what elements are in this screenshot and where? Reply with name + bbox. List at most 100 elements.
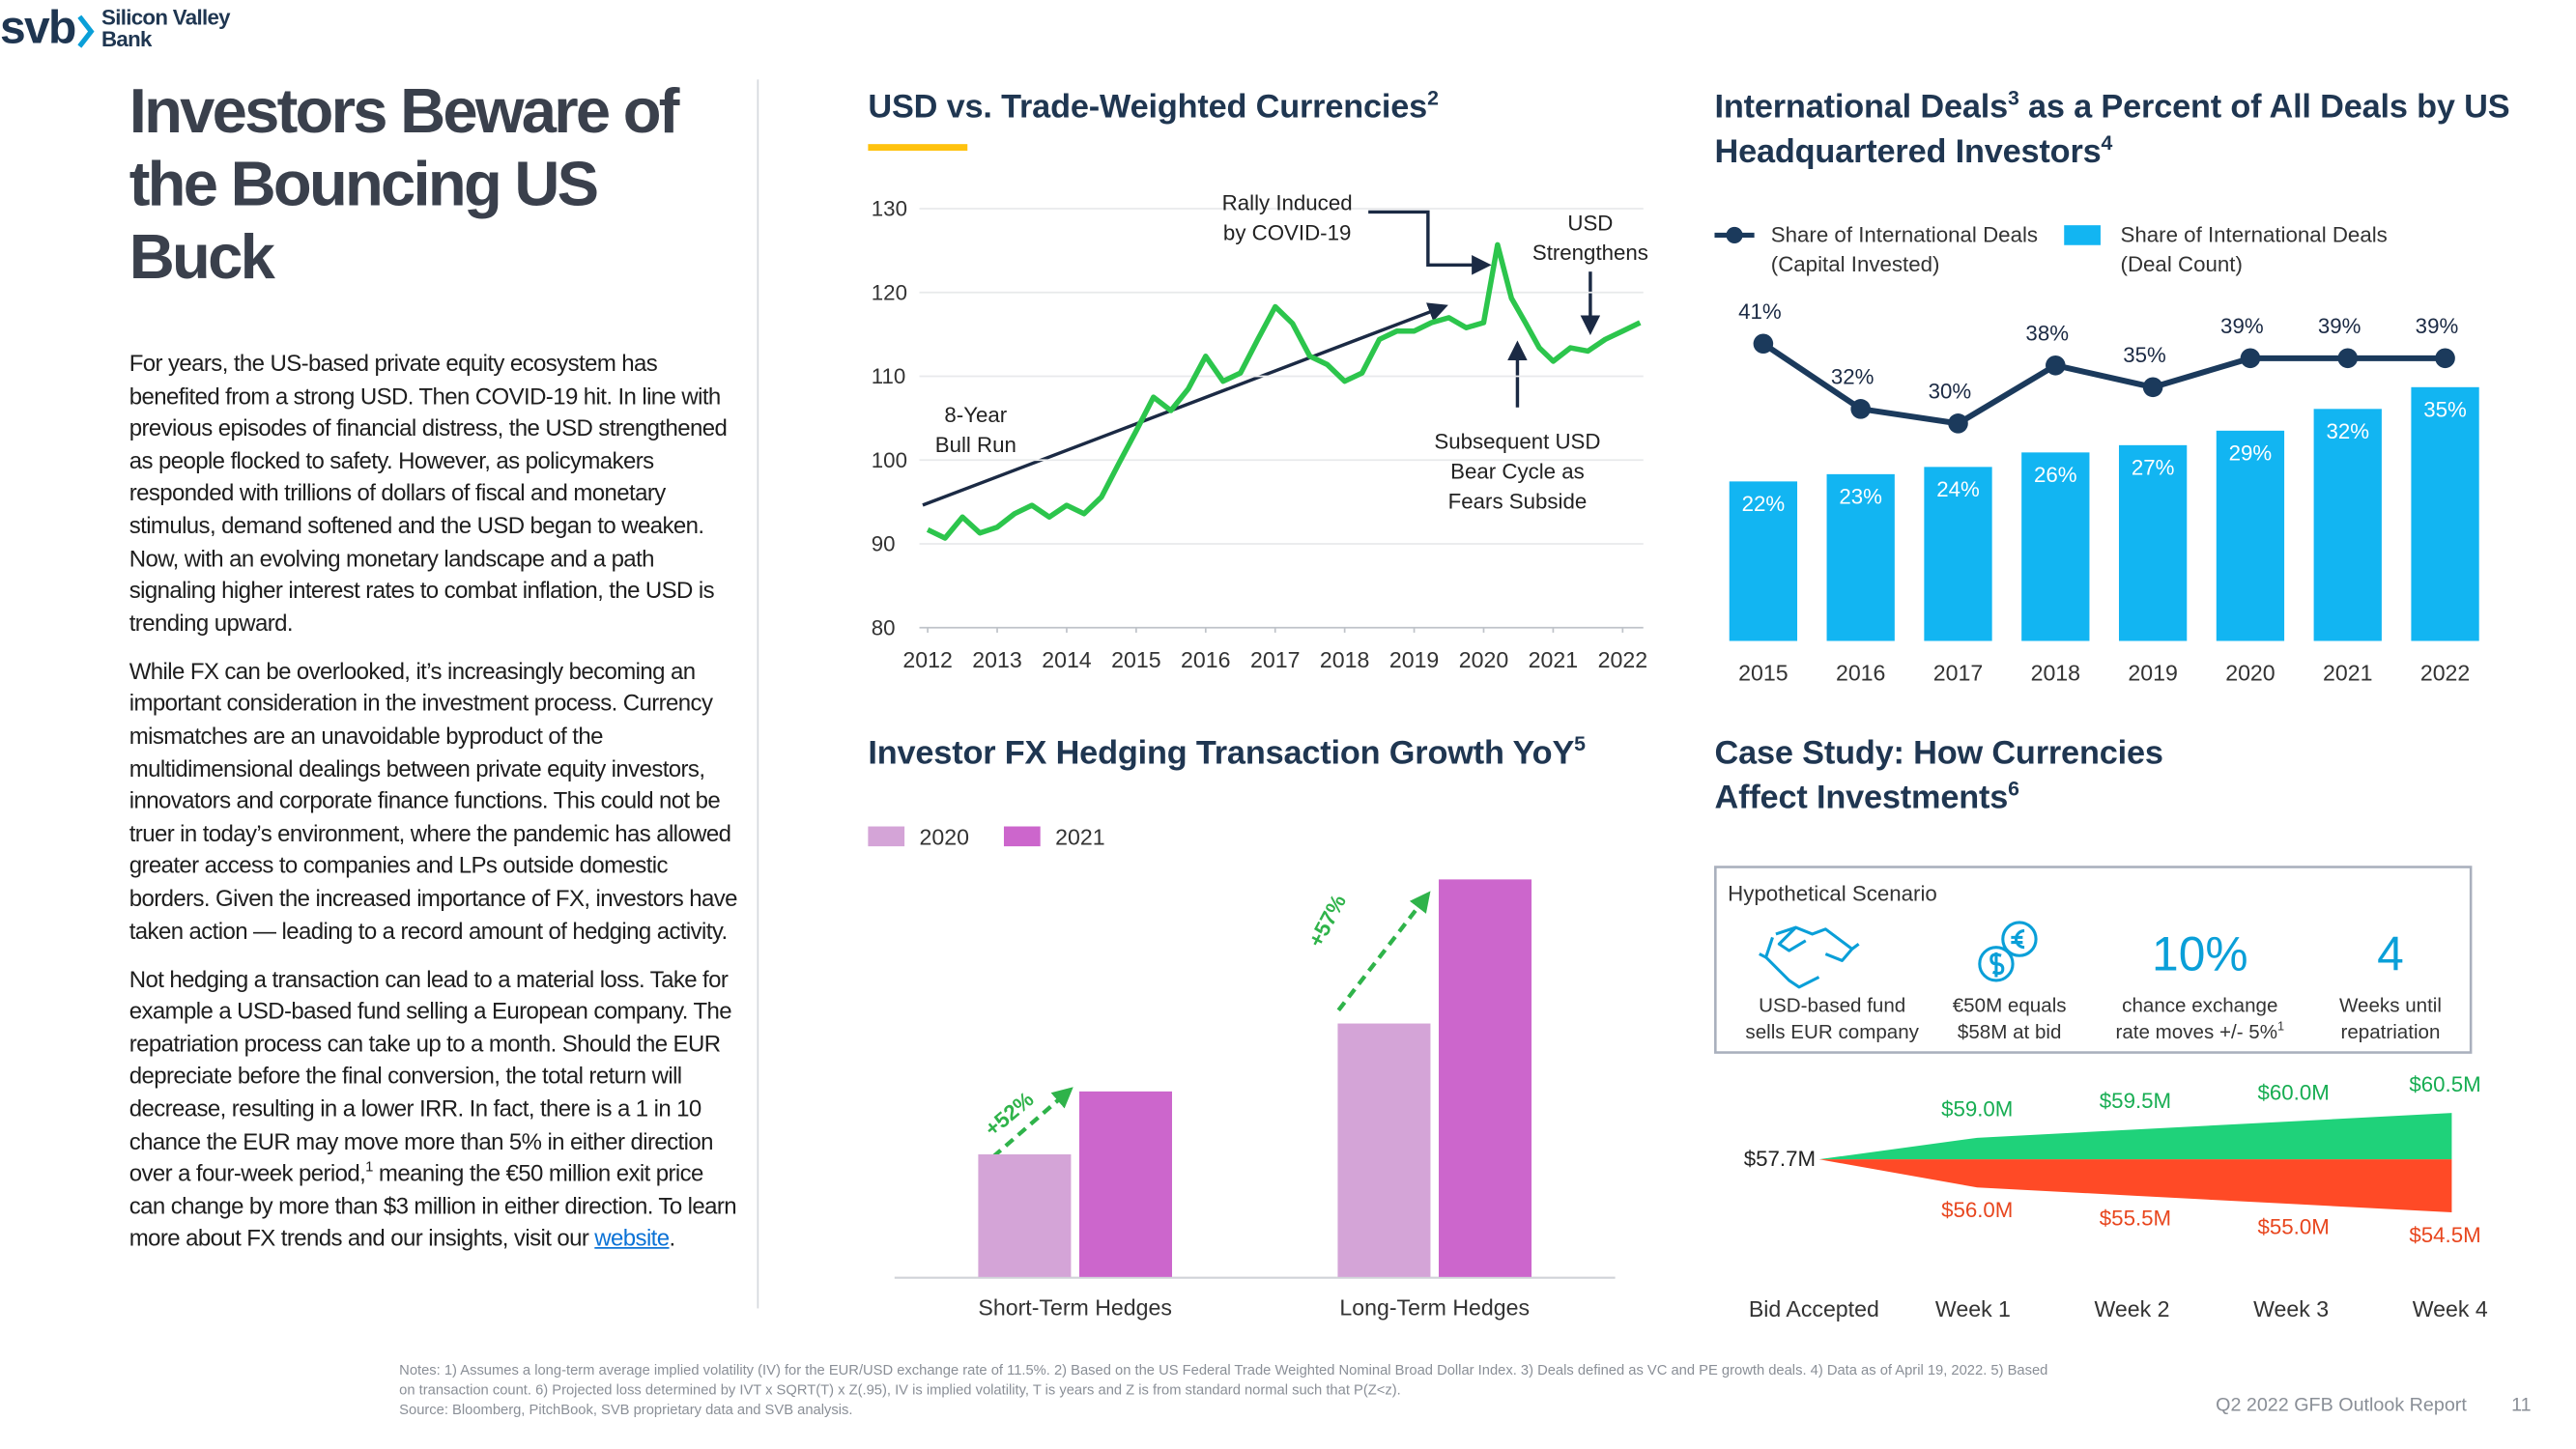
- bar-label: 32%: [2326, 419, 2369, 443]
- growth-label: +52%: [980, 1087, 1038, 1141]
- usd-line: [926, 242, 1642, 541]
- logo-name-line: Silicon Valley: [101, 5, 231, 30]
- bar: [1078, 1091, 1172, 1277]
- text-run: as a Percent of All Deals by US Headquar…: [1714, 89, 2510, 171]
- capital-line: [1761, 341, 2446, 427]
- x-tick-label: 2015: [1111, 647, 1160, 672]
- value-label: $55.0M: [2258, 1214, 2330, 1238]
- text-run: International Deals: [1714, 89, 2009, 127]
- divider: [757, 79, 759, 1309]
- page-number: 11: [2511, 1396, 2532, 1416]
- x-tick-label: 2017: [1933, 661, 1983, 686]
- legend-swatch: [868, 826, 905, 847]
- x-tick-label: 2022: [2420, 661, 2470, 686]
- annotation-line: Bear Cycle as: [1450, 459, 1585, 483]
- chart-title: International Deals3 as a Percent of All…: [1714, 86, 2526, 176]
- legend-label: Share of International Deals (Capital In…: [1770, 221, 2039, 277]
- bar: [1826, 473, 1895, 641]
- line-label: 39%: [2416, 314, 2459, 338]
- chart-title: Case Study: How Currencies Affect Invest…: [1714, 732, 2261, 822]
- value-label: $55.5M: [2100, 1207, 2171, 1231]
- start-label: $57.7M: [1744, 1147, 1816, 1171]
- footnote-ref: 1: [365, 1158, 373, 1176]
- x-tick-label: Week 3: [2253, 1296, 2329, 1321]
- annotation-line: Strengthens: [1532, 241, 1648, 265]
- x-tick-label: 2020: [1459, 647, 1508, 672]
- line-marker: [2337, 348, 2359, 369]
- caption-line: sells EUR company: [1725, 1018, 1940, 1044]
- bar: [1729, 481, 1798, 641]
- footnote-ref: 3: [2008, 86, 2019, 110]
- chart-title: Investor FX Hedging Transaction Growth Y…: [868, 732, 1679, 777]
- text-run: meaning the €50 million exit price can c…: [129, 1159, 737, 1252]
- annotation: USD Strengthens: [1532, 211, 1648, 265]
- line-marker: [1850, 399, 1871, 419]
- value-label: $60.0M: [2258, 1080, 2330, 1104]
- x-tick-label: 2022: [1598, 647, 1647, 672]
- footnote-ref: 6: [2008, 777, 2019, 801]
- line-label: 30%: [1929, 380, 1972, 404]
- scenario-caption: USD-based fund sells EUR company: [1725, 992, 1940, 1045]
- bar: [1439, 879, 1532, 1277]
- title-accent: [868, 144, 968, 152]
- report-name: Q2 2022 GFB Outlook Report: [2216, 1396, 2467, 1416]
- legend-swatch: [2064, 225, 2101, 245]
- x-tick-label: Week 2: [2095, 1296, 2170, 1321]
- x-tick-label: 2019: [1389, 647, 1439, 672]
- annotation-line: Subsequent USD: [1434, 430, 1600, 454]
- x-tick-label: 2013: [972, 647, 1021, 672]
- x-tick-label: 2018: [1320, 647, 1369, 672]
- line-marker: [2046, 355, 2066, 376]
- footnote-ref: 4: [2101, 131, 2113, 156]
- text-run: For years, the US-based private equity e…: [129, 349, 728, 636]
- footnote-ref: 5: [1574, 732, 1586, 756]
- body-text: For years, the US-based private equity e…: [129, 348, 742, 1271]
- caption-text: USD-based fund: [1759, 993, 1906, 1017]
- caption-line: $58M at bid: [1902, 1018, 2117, 1044]
- scenario-caption: Weeks until repatriation: [2283, 992, 2499, 1045]
- text-run: .: [669, 1224, 676, 1252]
- logo-chevron: [78, 14, 95, 48]
- caption-line: repatriation: [2283, 1018, 2499, 1044]
- text-run: Investor FX Hedging Transaction Growth Y…: [868, 735, 1575, 772]
- text-run: Not hedging a transaction can lead to a …: [129, 964, 732, 1186]
- source: Source: Bloomberg, PitchBook, SVB propri…: [399, 1401, 853, 1418]
- scenario-headline: 4: [2377, 927, 2404, 981]
- rally-arrow: [1368, 210, 1492, 275]
- legend-label: 2021: [1055, 824, 1104, 849]
- value-label: $60.5M: [2409, 1072, 2480, 1096]
- bar-label: 26%: [2034, 463, 2077, 487]
- caption-text: €50M equals: [1952, 993, 2067, 1017]
- logo: svb Silicon Valley Bank: [0, 0, 2576, 56]
- line-marker: [2240, 348, 2261, 369]
- y-tick-label: 80: [872, 615, 896, 639]
- growth-arrow: [1336, 891, 1431, 1012]
- doc-title: Investors Beware of the Bouncing US Buck: [129, 77, 680, 294]
- value-label: $54.5M: [2409, 1223, 2480, 1247]
- caption-line: rate moves +/- 5%1: [2092, 1018, 2307, 1044]
- x-tick-label: 2016: [1181, 647, 1230, 672]
- caption-text: repatriation: [2340, 1020, 2441, 1044]
- downside-area: [1818, 1159, 2452, 1212]
- link[interactable]: website: [594, 1224, 670, 1252]
- annotation-line: by COVID-19: [1223, 221, 1351, 245]
- bar: [1924, 467, 1992, 641]
- line-label: 39%: [2318, 314, 2361, 338]
- notes: Notes: 1) Assumes a long-term average im…: [399, 1361, 2048, 1399]
- scenario-title: Hypothetical Scenario: [1728, 882, 1937, 906]
- y-tick-label: 100: [872, 448, 907, 472]
- legend-label: Share of International Deals (Deal Count…: [2120, 221, 2388, 277]
- legend-label: 2020: [920, 824, 969, 849]
- caption-text: chance exchange: [2122, 993, 2278, 1017]
- x-tick-label: 2020: [2225, 661, 2275, 686]
- x-tick-label: Week 4: [2413, 1296, 2488, 1321]
- logo-name-line: Bank: [101, 26, 152, 52]
- annotation-line: Rally Induced: [1222, 191, 1353, 215]
- text-run: While FX can be overlooked, it’s increas…: [129, 657, 738, 944]
- caption-line: USD-based fund: [1725, 992, 1940, 1018]
- line-label: 35%: [2123, 343, 2166, 367]
- legend-swatch: [1003, 826, 1041, 847]
- bar-label: 35%: [2423, 398, 2467, 422]
